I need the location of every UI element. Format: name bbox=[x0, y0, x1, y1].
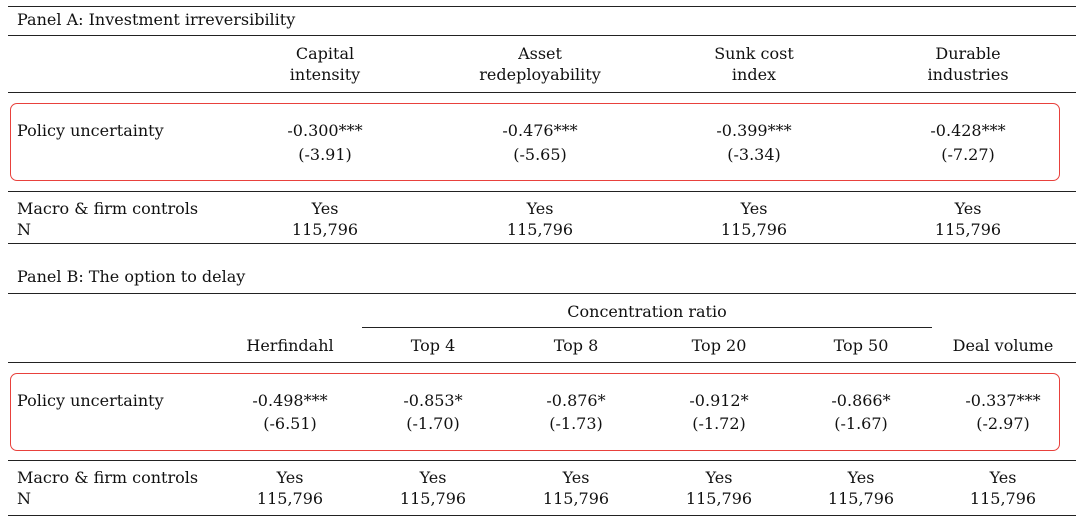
panel-b-col-header-3: Top 8 bbox=[553, 336, 599, 355]
panel-b-n-5: 115,796 bbox=[827, 489, 895, 508]
panel-a-highlight-box bbox=[10, 103, 1060, 181]
panel-a-controls-1: Yes bbox=[311, 199, 339, 218]
panel-a-coef-2: -0.476*** bbox=[502, 121, 578, 140]
panel-b-col-header-2: Top 4 bbox=[410, 336, 456, 355]
panel-a-n-3: 115,796 bbox=[720, 220, 788, 239]
panel-a-title-rule bbox=[8, 35, 1076, 36]
panel-b-coef-6: -0.337*** bbox=[965, 391, 1041, 410]
panel-b-coef-2: -0.853* bbox=[403, 391, 463, 410]
bottom-rule bbox=[8, 515, 1076, 517]
panel-b-tstat-6: (-2.97) bbox=[976, 414, 1030, 433]
panel-a-body-rule bbox=[8, 191, 1076, 192]
panel-b-tstat-2: (-1.70) bbox=[406, 414, 460, 433]
top-rule bbox=[8, 6, 1076, 7]
panel-b-controls-5: Yes bbox=[847, 468, 875, 487]
panel-a-coef-4: -0.428*** bbox=[930, 121, 1006, 140]
panel-b-header-rule bbox=[8, 362, 1076, 363]
panel-a-coef-1: -0.300*** bbox=[287, 121, 363, 140]
panel-b-body-rule bbox=[8, 460, 1076, 461]
panel-b-col-header-5: Top 50 bbox=[833, 336, 889, 355]
panel-a-n-label: N bbox=[17, 220, 31, 239]
panel-b-row-label: Policy uncertainty bbox=[17, 391, 164, 410]
panel-a-col-header-4: Durable bbox=[935, 44, 1001, 63]
panel-b-coef-3: -0.876* bbox=[546, 391, 606, 410]
panel-a-tstat-4: (-7.27) bbox=[941, 145, 995, 164]
panel-b-n-6: 115,796 bbox=[969, 489, 1037, 508]
panel-a-n-2: 115,796 bbox=[506, 220, 574, 239]
panel-b-controls-4: Yes bbox=[705, 468, 733, 487]
panel-b-n-label: N bbox=[17, 489, 31, 508]
panel-b-controls-6: Yes bbox=[989, 468, 1017, 487]
panel-a-row-label: Policy uncertainty bbox=[17, 121, 164, 140]
panel-a-coef-3: -0.399*** bbox=[716, 121, 792, 140]
panel-b-col-header-4: Top 20 bbox=[691, 336, 747, 355]
panel-a-col-header-1: Capital bbox=[295, 44, 355, 63]
panel-b-controls-label: Macro & firm controls bbox=[17, 468, 199, 487]
panel-a-n-4: 115,796 bbox=[934, 220, 1002, 239]
panel-b-highlight-box bbox=[10, 373, 1060, 451]
panel-a-col-header-2: Asset bbox=[518, 44, 562, 63]
panel-b-group-header: Concentration ratio bbox=[567, 302, 727, 321]
panel-b-col-header-6: Deal volume bbox=[952, 336, 1054, 355]
panel-b-coef-5: -0.866* bbox=[831, 391, 891, 410]
panel-b-tstat-3: (-1.73) bbox=[549, 414, 603, 433]
panel-a-title: Panel A: Investment irreversibility bbox=[17, 10, 296, 29]
panel-a-col-header-2-line2: redeployability bbox=[479, 65, 601, 84]
panel-a-controls-4: Yes bbox=[954, 199, 982, 218]
panel-a-controls-label: Macro & firm controls bbox=[17, 199, 199, 218]
panel-b-tstat-4: (-1.72) bbox=[692, 414, 746, 433]
panel-b-controls-2: Yes bbox=[419, 468, 447, 487]
panel-a-col-header-3: Sunk cost bbox=[714, 44, 794, 63]
panel-b-col-header-1: Herfindahl bbox=[246, 336, 334, 355]
panel-b-tstat-1: (-6.51) bbox=[263, 414, 317, 433]
panel-a-tstat-1: (-3.91) bbox=[298, 145, 352, 164]
panel-a-controls-2: Yes bbox=[526, 199, 554, 218]
panel-a-tstat-3: (-3.34) bbox=[727, 145, 781, 164]
panel-b-n-1: 115,796 bbox=[256, 489, 324, 508]
panel-b-n-2: 115,796 bbox=[399, 489, 467, 508]
panel-b-controls-1: Yes bbox=[276, 468, 304, 487]
panel-b-tstat-5: (-1.67) bbox=[834, 414, 888, 433]
panel-b-n-4: 115,796 bbox=[685, 489, 753, 508]
panel-b-coef-1: -0.498*** bbox=[252, 391, 328, 410]
panel-a-tstat-2: (-5.65) bbox=[513, 145, 567, 164]
panel-b-group-rule bbox=[362, 327, 932, 328]
panel-a-n-1: 115,796 bbox=[291, 220, 359, 239]
panel-a-col-header-3-line2: index bbox=[731, 65, 777, 84]
panel-a-col-header-4-line2: industries bbox=[927, 65, 1009, 84]
panel-b-n-3: 115,796 bbox=[542, 489, 610, 508]
panel-b-coef-4: -0.912* bbox=[689, 391, 749, 410]
panel-a-controls-3: Yes bbox=[740, 199, 768, 218]
panel-b-title-rule bbox=[8, 293, 1076, 294]
panel-b-controls-3: Yes bbox=[562, 468, 590, 487]
panel-a-bottom-rule bbox=[8, 243, 1076, 245]
panel-a-header-rule bbox=[8, 92, 1076, 93]
panel-b-title: Panel B: The option to delay bbox=[17, 267, 246, 286]
panel-a-col-header-1-line2: intensity bbox=[289, 65, 361, 84]
